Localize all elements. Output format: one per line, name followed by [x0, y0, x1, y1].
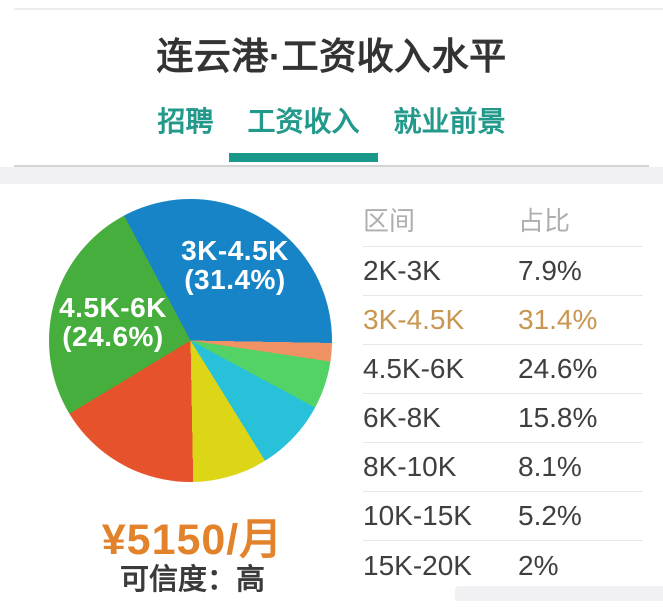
- pie-label-3k-4.5k: 3K-4.5K (31.4%): [135, 236, 335, 294]
- table-row: 8K-10K 8.1%: [363, 443, 643, 492]
- page-title: 连云港·工资收入水平: [156, 36, 507, 77]
- tab-salary-income[interactable]: 工资收入: [229, 107, 378, 162]
- table-row: 4.5K-6K 24.6%: [363, 345, 643, 394]
- range-cell: 10K-15K: [363, 500, 472, 531]
- table-row: 2K-3K 7.9%: [363, 247, 643, 296]
- share-cell: 5.2%: [518, 500, 582, 531]
- range-cell: 6K-8K: [363, 402, 441, 433]
- average-salary-value: ¥5150/月: [101, 516, 284, 564]
- share-cell: 2%: [518, 549, 559, 581]
- range-cell: 3K-4.5K: [363, 304, 465, 335]
- tab-recruit[interactable]: 招聘: [157, 106, 214, 137]
- table-row: 10K-15K 5.2%: [363, 492, 643, 541]
- table-header-row: 区间 占比: [363, 193, 643, 247]
- share-cell: 7.9%: [518, 255, 582, 286]
- col-header-range: 区间: [363, 206, 416, 236]
- pie-label-percent: (31.4%): [184, 264, 286, 295]
- range-cell: 15K-20K: [363, 549, 472, 581]
- pie-chart: [49, 199, 332, 482]
- col-header-share: 占比: [518, 206, 571, 236]
- tab-job-prospects[interactable]: 就业前景: [393, 106, 506, 137]
- section-gap-band: [0, 167, 663, 184]
- table-row: 6K-8K 15.8%: [363, 394, 643, 443]
- range-cell: 4.5K-6K: [363, 353, 465, 384]
- share-cell: 24.6%: [518, 353, 598, 384]
- pie-label-percent: (24.6%): [62, 321, 164, 352]
- range-cell: 2K-3K: [363, 255, 441, 286]
- confidence-label: 可信度：高: [119, 564, 265, 596]
- pie-label-range: 3K-4.5K: [181, 235, 289, 266]
- share-cell: 15.8%: [518, 402, 598, 433]
- tabbar-divider: [14, 165, 649, 167]
- salary-distribution-table: 区间 占比 2K-3K 7.9% 3K-4.5K 31.4% 4.5K-6K 2…: [363, 193, 643, 590]
- next-card-edge: [455, 586, 663, 601]
- share-cell: 8.1%: [518, 451, 582, 482]
- table-row: 3K-4.5K 31.4%: [363, 296, 643, 345]
- card-top-edge: [14, 8, 663, 10]
- range-cell: 8K-10K: [363, 451, 457, 482]
- tab-bar: 招聘 工资收入 就业前景: [0, 107, 663, 162]
- share-cell: 31.4%: [518, 304, 598, 335]
- table-row: 15K-20K 2%: [363, 541, 643, 590]
- pie-label-4.5k-6k: 4.5K-6K (24.6%): [18, 293, 208, 351]
- pie-label-range: 4.5K-6K: [59, 292, 167, 323]
